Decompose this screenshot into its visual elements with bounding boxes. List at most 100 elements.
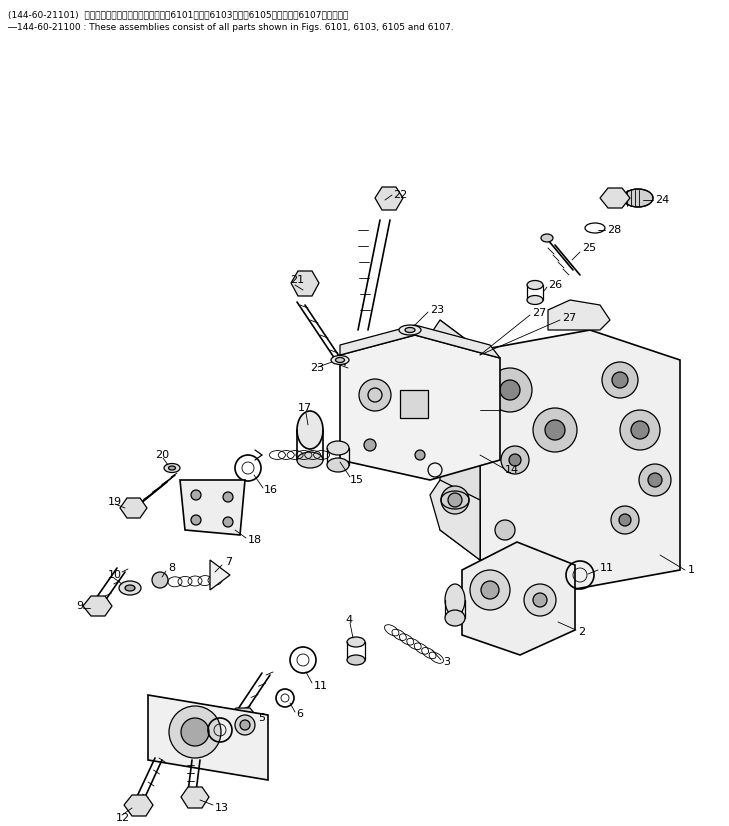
Circle shape [495,520,515,540]
Text: 28: 28 [607,225,621,235]
Ellipse shape [164,463,180,472]
Polygon shape [210,560,230,590]
Circle shape [152,572,168,588]
Circle shape [488,368,532,412]
Text: 1: 1 [688,565,695,575]
Circle shape [612,372,628,388]
Ellipse shape [327,458,349,472]
Polygon shape [340,335,500,480]
Polygon shape [83,596,112,616]
Polygon shape [462,542,575,655]
Circle shape [501,446,529,474]
Circle shape [500,380,520,400]
Circle shape [223,517,233,527]
Text: 25: 25 [582,243,596,253]
Ellipse shape [527,281,543,289]
Polygon shape [181,787,209,808]
Text: 26: 26 [548,280,562,290]
Text: 23: 23 [430,305,444,315]
Ellipse shape [331,355,349,364]
Text: 20: 20 [155,450,169,460]
Polygon shape [548,300,610,330]
Circle shape [191,490,201,500]
Polygon shape [124,795,153,816]
Polygon shape [375,187,403,210]
Text: 9: 9 [76,601,83,611]
Circle shape [545,420,565,440]
Ellipse shape [168,466,176,470]
Text: 14: 14 [505,465,519,475]
Polygon shape [148,695,268,780]
Text: 11: 11 [600,563,614,573]
Text: 15: 15 [350,475,364,485]
Polygon shape [430,480,480,560]
Circle shape [364,439,376,451]
Text: 27: 27 [532,308,546,318]
Circle shape [359,379,391,411]
Polygon shape [440,320,480,560]
Text: (144-60-21101)  これらのアセンブリの構成部品は図6101図、図6103図、図6105図および図6107図を見よ。: (144-60-21101) これらのアセンブリの構成部品は図6101図、図61… [8,10,348,19]
Polygon shape [291,271,319,296]
Text: 13: 13 [215,803,229,813]
Ellipse shape [623,189,653,207]
Circle shape [620,410,660,450]
Polygon shape [480,330,680,590]
Text: 11: 11 [314,681,328,691]
Ellipse shape [405,327,415,333]
Text: 16: 16 [264,485,278,495]
Circle shape [602,362,638,398]
Circle shape [223,492,233,502]
Polygon shape [600,188,630,208]
Circle shape [448,493,462,507]
Ellipse shape [445,610,465,626]
Text: 2: 2 [578,627,585,637]
Circle shape [509,454,521,466]
Ellipse shape [297,452,323,468]
Circle shape [533,408,577,452]
Text: 17: 17 [298,403,312,413]
Ellipse shape [119,581,141,595]
Circle shape [470,570,510,610]
Text: 22: 22 [393,190,408,200]
Polygon shape [228,708,258,728]
Text: 7: 7 [225,557,232,567]
Text: ―144-60-21100 : These assemblies consist of all parts shown in Figs. 6101, 6103,: ―144-60-21100 : These assemblies consist… [8,23,453,32]
Circle shape [415,450,425,460]
Text: 24: 24 [655,195,669,205]
Text: 10: 10 [108,570,122,580]
Circle shape [648,473,662,487]
Circle shape [524,584,556,616]
Circle shape [611,506,639,534]
Ellipse shape [125,585,135,591]
Text: 27: 27 [562,313,576,323]
Polygon shape [120,498,147,518]
Text: 3: 3 [443,657,450,667]
Text: 12: 12 [116,813,130,823]
Bar [400,390,428,418]
Ellipse shape [327,441,349,455]
Circle shape [191,515,201,525]
Ellipse shape [399,325,421,335]
Circle shape [533,593,547,607]
Ellipse shape [347,655,365,665]
Polygon shape [180,480,245,535]
Circle shape [619,514,631,526]
Ellipse shape [297,411,323,449]
Ellipse shape [335,358,345,363]
Text: 19: 19 [108,497,122,507]
Ellipse shape [527,296,543,305]
Polygon shape [430,320,480,400]
Circle shape [631,421,649,439]
Text: 23: 23 [310,363,324,373]
Text: 6: 6 [296,709,303,719]
Circle shape [169,706,221,758]
Ellipse shape [541,234,553,242]
Ellipse shape [445,584,465,616]
Circle shape [639,464,671,496]
Text: 4: 4 [345,615,352,625]
Circle shape [181,718,209,746]
Text: 8: 8 [168,563,175,573]
Circle shape [481,581,499,599]
Ellipse shape [347,637,365,647]
Ellipse shape [235,715,255,735]
